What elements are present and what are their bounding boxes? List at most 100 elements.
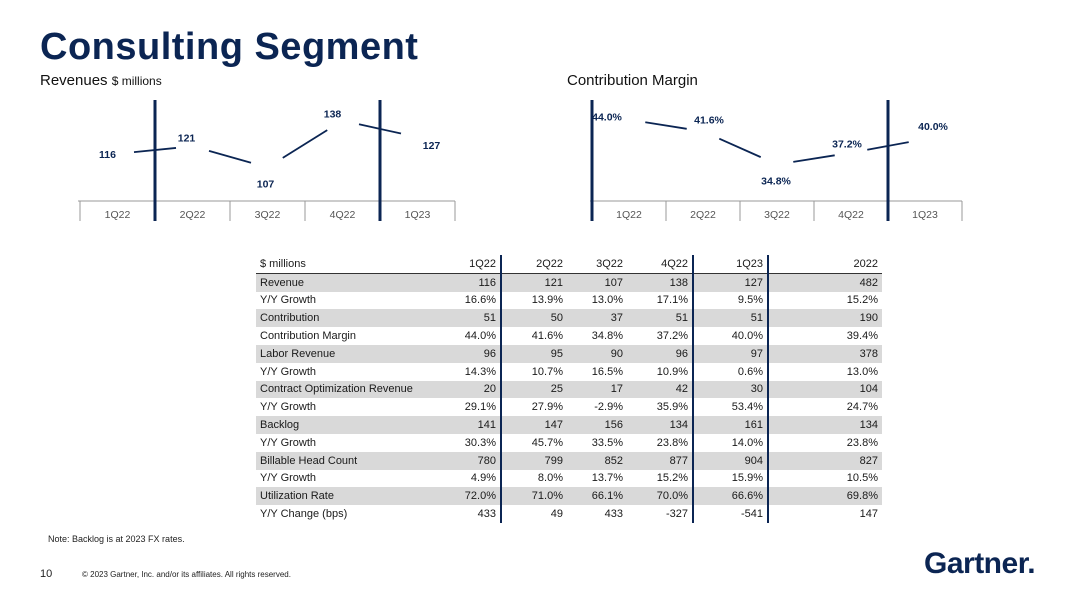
value-cell: 147	[859, 508, 878, 521]
margin-tick-label: 4Q22	[838, 209, 864, 221]
value-cell: 49	[550, 508, 563, 521]
value-cell: 2022	[768, 255, 882, 274]
value-cell: 378	[768, 344, 882, 363]
value-cell: 66.1%	[567, 487, 627, 506]
value-cell: -541	[693, 505, 769, 523]
value-cell: 51	[693, 309, 769, 328]
value-cell: 39.4%	[846, 330, 878, 343]
value-cell: 8.0%	[537, 472, 563, 485]
value-cell: 161	[693, 416, 769, 434]
margin-data-label: 41.6%	[694, 114, 724, 126]
revenue-data-label: 116	[99, 149, 116, 161]
value-cell: 16.5%	[591, 365, 623, 378]
value-cell: 10.7%	[531, 365, 563, 378]
revenue-tick-label: 2Q22	[180, 209, 206, 221]
value-cell: 827	[768, 451, 882, 470]
table-row: Utilization Rate 72.0% 71.0% 66.1% 70.0% 66.6…	[256, 487, 882, 506]
table-row: Y/Y Change (bps) 433 49 433 -327 -541 147	[256, 505, 882, 523]
table-row: Billable Head Count 780 799 852 877 904 827	[256, 451, 882, 470]
revenue-chart-title: Revenues $ millions	[40, 72, 162, 89]
row-label-cell: Y/Y Growth	[260, 436, 317, 449]
table-row: Backlog 141 147 156 134 161 134	[256, 416, 882, 434]
table-row: Contribution Margin 44.0% 41.6% 34.8% 37.2% 4…	[256, 327, 882, 345]
revenue-data-label: 107	[257, 178, 275, 190]
value-cell: 104	[768, 380, 882, 399]
value-cell: 15.2%	[846, 294, 878, 307]
revenue-line-segment	[208, 150, 252, 164]
value-cell: 15.9%	[693, 469, 769, 488]
revenue-chart-title-text: Revenues	[40, 72, 108, 89]
table-row: Revenue 116 121 107 138 127 482	[256, 273, 882, 292]
value-cell: 121	[501, 273, 567, 292]
value-cell: 1Q23	[693, 255, 769, 274]
row-label-cell: Utilization Rate	[256, 487, 457, 506]
margin-tick-label: 3Q22	[764, 209, 790, 221]
value-cell: 141	[457, 416, 502, 434]
value-cell: 27.9%	[531, 401, 563, 414]
value-cell: 37.2%	[627, 327, 694, 345]
footnote: Note: Backlog is at 2023 FX rates.	[48, 534, 185, 544]
value-cell: 37	[567, 309, 627, 328]
value-cell: 2Q22	[501, 255, 567, 274]
value-cell: 116	[457, 273, 502, 292]
table-row: Y/Y Growth 30.3% 45.7% 33.5% 23.8% 14.0% 23.8%	[256, 433, 882, 452]
value-cell: 66.6%	[693, 487, 769, 506]
value-cell: 30.3%	[457, 433, 502, 452]
value-cell: 17	[567, 380, 627, 399]
value-cell: 10.9%	[627, 362, 694, 381]
value-cell: 156	[567, 416, 627, 434]
value-cell: 16.6%	[457, 291, 502, 310]
value-cell: 877	[627, 451, 694, 470]
margin-line-segment	[645, 121, 687, 130]
value-cell: 190	[768, 309, 882, 328]
value-cell: 23.8%	[846, 436, 878, 449]
value-cell: 107	[567, 273, 627, 292]
value-cell: 51	[457, 309, 502, 328]
value-cell: 51	[627, 309, 694, 328]
margin-data-label: 44.0%	[592, 112, 622, 124]
margin-line-segment	[718, 137, 762, 158]
row-label-cell: Y/Y Growth	[260, 401, 317, 414]
value-cell: 44.0%	[457, 327, 502, 345]
value-cell: 13.9%	[531, 294, 563, 307]
value-cell: 904	[693, 451, 769, 470]
row-label-cell: Y/Y Change (bps)	[260, 508, 348, 521]
table-row: Y/Y Growth 16.6% 13.9% 13.0% 17.1% 9.5% 15.2%	[256, 291, 882, 310]
table-header-row: $ millions 1Q22 2Q22 3Q22 4Q22 1Q23 2022	[256, 255, 882, 274]
table-row: Contract Optimization Revenue 20 25 17 42 30 1…	[256, 380, 882, 399]
margin-tick-label: 1Q22	[616, 209, 642, 221]
value-cell: 13.7%	[591, 472, 623, 485]
value-cell: 138	[627, 273, 694, 292]
table-row: Y/Y Growth 4.9% 8.0% 13.7% 15.2% 15.9% 10.5%	[256, 469, 882, 488]
table-row: Contribution 51 50 37 51 51 190	[256, 309, 882, 328]
value-cell: 95	[501, 344, 567, 363]
value-cell: 70.0%	[627, 487, 694, 506]
value-cell: 50	[501, 309, 567, 328]
value-cell: 25	[501, 380, 567, 399]
value-cell: 852	[567, 451, 627, 470]
row-label-cell: Revenue	[256, 273, 457, 292]
table-row: Y/Y Growth 29.1% 27.9% -2.9% 35.9% 53.4% 24.7%	[256, 398, 882, 417]
value-cell: 13.0%	[591, 294, 623, 307]
row-label-cell: Backlog	[256, 416, 457, 434]
page-title: Consulting Segment	[40, 26, 419, 68]
value-cell: 433	[604, 508, 623, 521]
row-label-cell: Y/Y Growth	[260, 365, 317, 378]
revenue-tick-label: 3Q22	[255, 209, 281, 221]
value-cell: 4Q22	[627, 255, 694, 274]
value-cell: 134	[768, 416, 882, 434]
value-cell: 45.7%	[531, 436, 563, 449]
revenue-line-segment	[133, 147, 177, 154]
value-cell: 1Q22	[457, 255, 502, 274]
margin-line-segment	[793, 154, 835, 163]
value-cell: 23.8%	[627, 433, 694, 452]
margin-data-label: 37.2%	[832, 139, 862, 151]
value-cell: 147	[501, 416, 567, 434]
value-cell: 69.8%	[768, 487, 882, 506]
value-cell: 13.0%	[846, 365, 878, 378]
value-cell: 3Q22	[567, 255, 627, 274]
value-cell: 97	[693, 344, 769, 363]
row-label-cell: $ millions	[256, 255, 457, 274]
value-cell: 433	[457, 505, 502, 523]
